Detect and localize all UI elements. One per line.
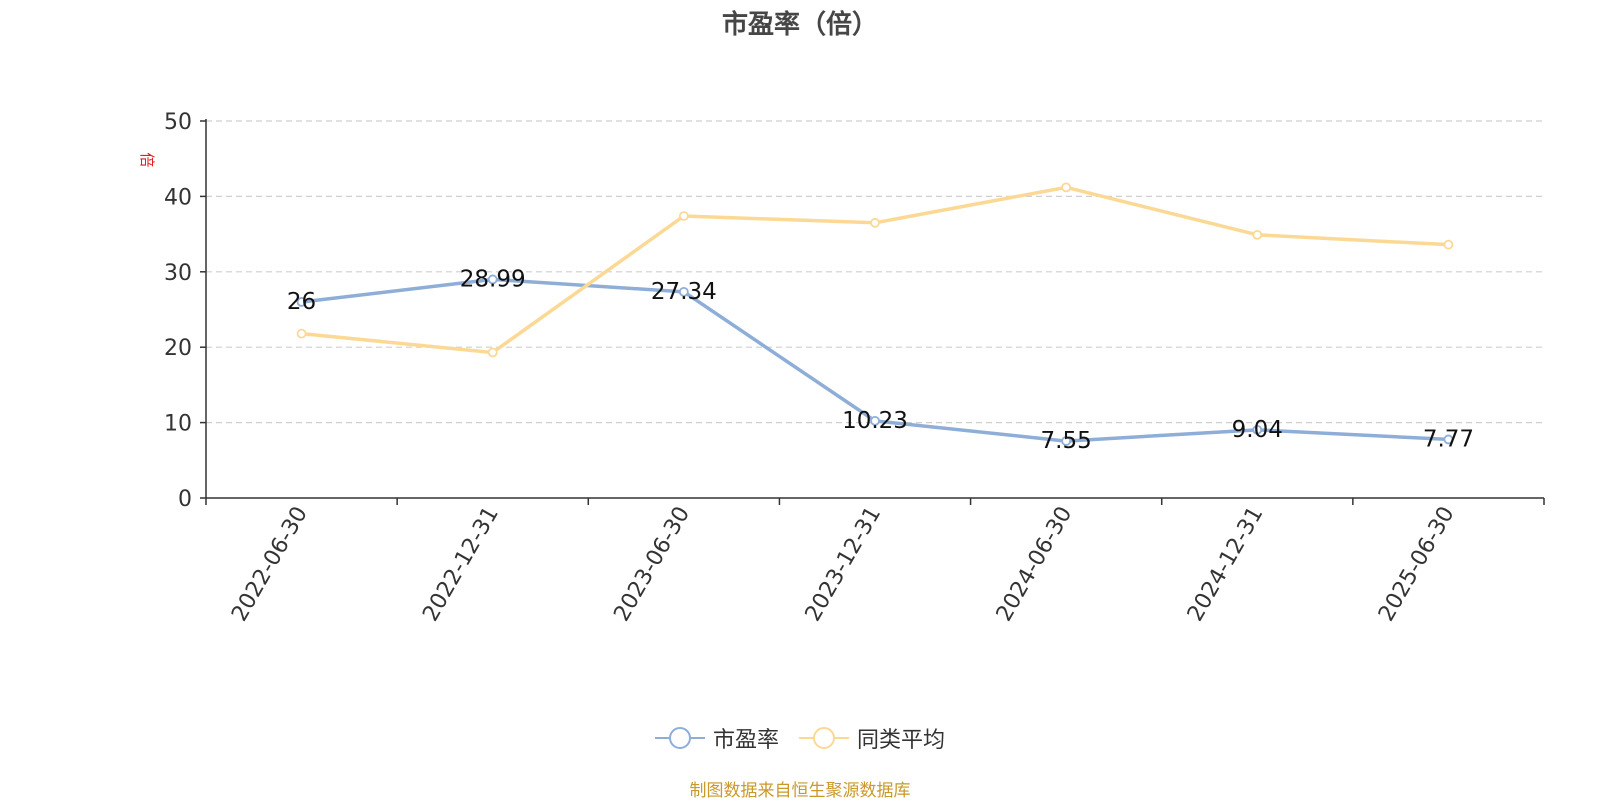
data-label: 7.77 [1423,426,1474,452]
x-tick-label: 2025-06-30 [1374,503,1460,626]
legend-label: 市盈率 [712,728,779,753]
data-point-pe [870,415,880,426]
legend-line-circle-icon [654,727,705,749]
x-tick-label: 2024-06-30 [992,503,1078,626]
data-label: 27.34 [651,279,717,305]
x-tick-label: 2024-12-31 [1183,503,1269,626]
y-tick-label: 40 [164,185,192,210]
source-note: 制图数据来自恒生聚源数据库 [689,781,911,801]
data-point-pe [487,274,498,285]
data-point-peer-average [678,211,689,221]
y-tick-label: 50 [164,110,192,135]
data-point-pe [1252,424,1263,435]
legend-label: 同类平均 [857,728,946,753]
x-tick-label: 2022-06-30 [227,503,313,626]
data-point-peer-average [1252,229,1263,240]
series [296,182,1454,446]
data-labels: 26 28.99 27.34 10.23 7.55 9.04 7.77 [287,266,1474,454]
data-point-peer-average [1061,182,1072,193]
data-label: 28.99 [460,266,526,292]
data-point-peer-average [870,217,880,228]
data-point-pe [1061,436,1072,446]
y-tick-label: 20 [164,336,192,361]
legend-item-pe[interactable]: 市盈率 [654,722,779,754]
chart-title: 市盈率（倍） [721,10,878,40]
data-label: 26 [287,289,316,315]
data-label: 10.23 [842,408,908,434]
data-point-pe [678,286,689,297]
y-tick-label: 30 [164,261,192,286]
y-tick-label: 0 [178,487,192,512]
legend: 市盈率 同类平均 [0,722,1600,757]
data-point-peer-average [487,347,498,358]
axes: 0 10 20 30 40 50 2022-06-30 2022-12-31 2023-06-3… [164,110,1545,626]
y-tick-label: 10 [164,412,192,437]
data-point-peer-average [1443,239,1454,250]
legend-line-circle-icon [799,727,849,749]
y-axis-unit-label: 倍 [138,152,156,167]
x-tick-label: 2023-06-30 [609,503,695,626]
legend-item-peer-average[interactable]: 同类平均 [799,722,945,754]
x-tick-label: 2023-12-31 [801,503,887,626]
x-tick-label: 2022-12-31 [418,503,504,626]
data-point-peer-average [296,328,307,339]
data-label: 9.04 [1232,417,1283,443]
data-label: 7.55 [1041,428,1092,454]
data-point-pe [296,297,307,307]
data-point-pe [1443,434,1454,445]
grid-lines [206,120,1544,424]
